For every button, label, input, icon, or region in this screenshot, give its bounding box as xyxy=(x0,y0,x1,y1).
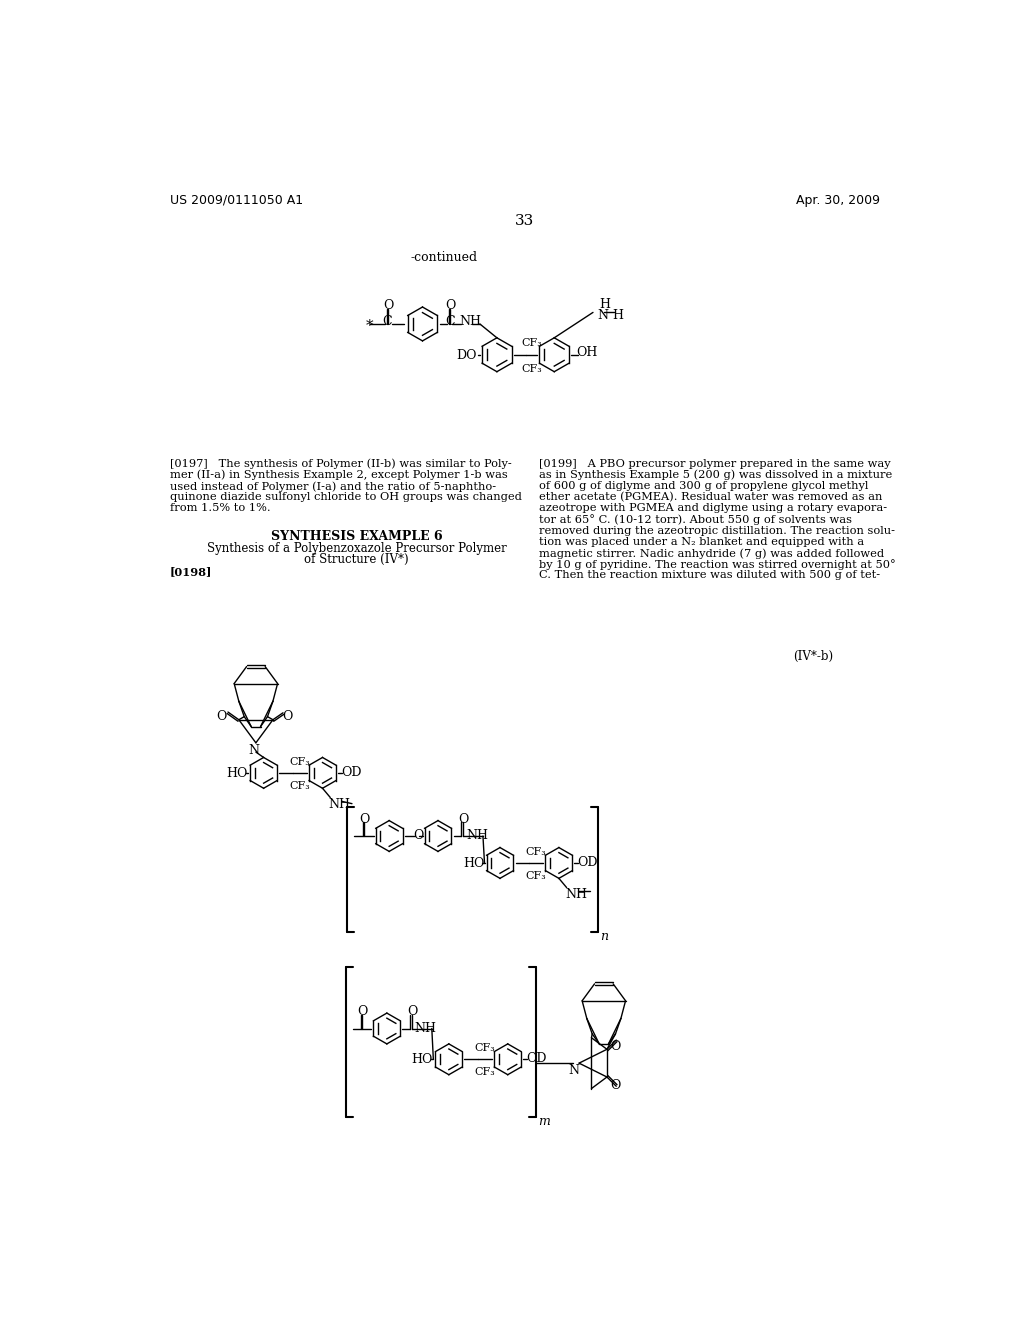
Text: n: n xyxy=(600,929,608,942)
Text: -continued: -continued xyxy=(411,251,478,264)
Text: O: O xyxy=(610,1040,621,1053)
Text: NH: NH xyxy=(415,1022,437,1035)
Text: C: C xyxy=(445,315,456,329)
Text: OH: OH xyxy=(575,346,597,359)
Text: tion was placed under a N₂ blanket and equipped with a: tion was placed under a N₂ blanket and e… xyxy=(539,537,864,546)
Text: C. Then the reaction mixture was diluted with 500 g of tet-: C. Then the reaction mixture was diluted… xyxy=(539,570,880,581)
Text: tor at 65° C. (10-12 torr). About 550 g of solvents was: tor at 65° C. (10-12 torr). About 550 g … xyxy=(539,515,852,525)
Text: by 10 g of pyridine. The reaction was stirred overnight at 50°: by 10 g of pyridine. The reaction was st… xyxy=(539,560,896,570)
Text: (IV*-b): (IV*-b) xyxy=(793,649,834,663)
Text: SYNTHESIS EXAMPLE 6: SYNTHESIS EXAMPLE 6 xyxy=(270,529,442,543)
Text: removed during the azeotropic distillation. The reaction solu-: removed during the azeotropic distillati… xyxy=(539,525,895,536)
Text: *: * xyxy=(366,319,374,334)
Text: H: H xyxy=(599,298,610,310)
Text: NH: NH xyxy=(329,799,351,812)
Text: CF₃: CF₃ xyxy=(289,756,310,767)
Text: DO: DO xyxy=(457,348,477,362)
Text: NH: NH xyxy=(466,829,487,842)
Text: HO: HO xyxy=(463,857,484,870)
Text: OD: OD xyxy=(341,766,361,779)
Text: O: O xyxy=(458,813,469,826)
Text: [0197]   The synthesis of Polymer (II-b) was similar to Poly-: [0197] The synthesis of Polymer (II-b) w… xyxy=(170,459,512,470)
Text: used instead of Polymer (I-a) and the ratio of 5-naphtho-: used instead of Polymer (I-a) and the ra… xyxy=(170,480,496,491)
Text: US 2009/0111050 A1: US 2009/0111050 A1 xyxy=(170,194,303,207)
Text: NH: NH xyxy=(459,315,481,329)
Text: as in Synthesis Example 5 (200 g) was dissolved in a mixture: as in Synthesis Example 5 (200 g) was di… xyxy=(539,470,892,480)
Text: O: O xyxy=(407,1006,418,1019)
Text: Apr. 30, 2009: Apr. 30, 2009 xyxy=(796,194,880,207)
Text: azeotrope with PGMEA and diglyme using a rotary evapora-: azeotrope with PGMEA and diglyme using a… xyxy=(539,503,887,513)
Text: C: C xyxy=(382,315,392,329)
Text: CF₃: CF₃ xyxy=(525,847,547,857)
Text: [0198]: [0198] xyxy=(170,566,212,578)
Text: HO: HO xyxy=(412,1053,433,1067)
Text: O: O xyxy=(359,813,370,826)
Text: of 600 g of diglyme and 300 g of propylene glycol methyl: of 600 g of diglyme and 300 g of propyle… xyxy=(539,480,868,491)
Text: O: O xyxy=(414,829,424,842)
Text: mer (II-a) in Synthesis Example 2, except Polymer 1-b was: mer (II-a) in Synthesis Example 2, excep… xyxy=(170,470,508,480)
Text: CF₃: CF₃ xyxy=(474,1043,496,1053)
Text: N: N xyxy=(248,744,259,758)
Text: CF₃: CF₃ xyxy=(521,338,542,347)
Text: of Structure (IV*): of Structure (IV*) xyxy=(304,553,409,566)
Text: CF₃: CF₃ xyxy=(289,780,310,791)
Text: from 1.5% to 1%.: from 1.5% to 1%. xyxy=(170,503,270,513)
Text: HO: HO xyxy=(226,767,248,780)
Text: m: m xyxy=(538,1114,550,1127)
Text: OD: OD xyxy=(578,855,598,869)
Text: CF₃: CF₃ xyxy=(525,871,547,880)
Text: O: O xyxy=(384,300,394,313)
Text: quinone diazide sulfonyl chloride to OH groups was changed: quinone diazide sulfonyl chloride to OH … xyxy=(170,492,521,502)
Text: CF₃: CF₃ xyxy=(474,1067,496,1077)
Text: CF₃: CF₃ xyxy=(521,364,542,374)
Text: 33: 33 xyxy=(515,214,535,228)
Text: magnetic stirrer. Nadic anhydride (7 g) was added followed: magnetic stirrer. Nadic anhydride (7 g) … xyxy=(539,548,884,558)
Text: OD: OD xyxy=(526,1052,547,1065)
Text: Synthesis of a Polybenzoxazole Precursor Polymer: Synthesis of a Polybenzoxazole Precursor… xyxy=(207,543,507,554)
Text: O: O xyxy=(357,1006,368,1019)
Text: [0199]   A PBO precursor polymer prepared in the same way: [0199] A PBO precursor polymer prepared … xyxy=(539,459,891,469)
Text: H: H xyxy=(612,309,624,322)
Text: N: N xyxy=(597,309,608,322)
Text: O: O xyxy=(283,710,293,723)
Text: NH: NH xyxy=(565,888,587,902)
Text: N: N xyxy=(568,1064,580,1077)
Text: ether acetate (PGMEA). Residual water was removed as an: ether acetate (PGMEA). Residual water wa… xyxy=(539,492,882,503)
Text: O: O xyxy=(610,1078,621,1092)
Text: O: O xyxy=(217,710,227,723)
Text: O: O xyxy=(445,300,456,313)
